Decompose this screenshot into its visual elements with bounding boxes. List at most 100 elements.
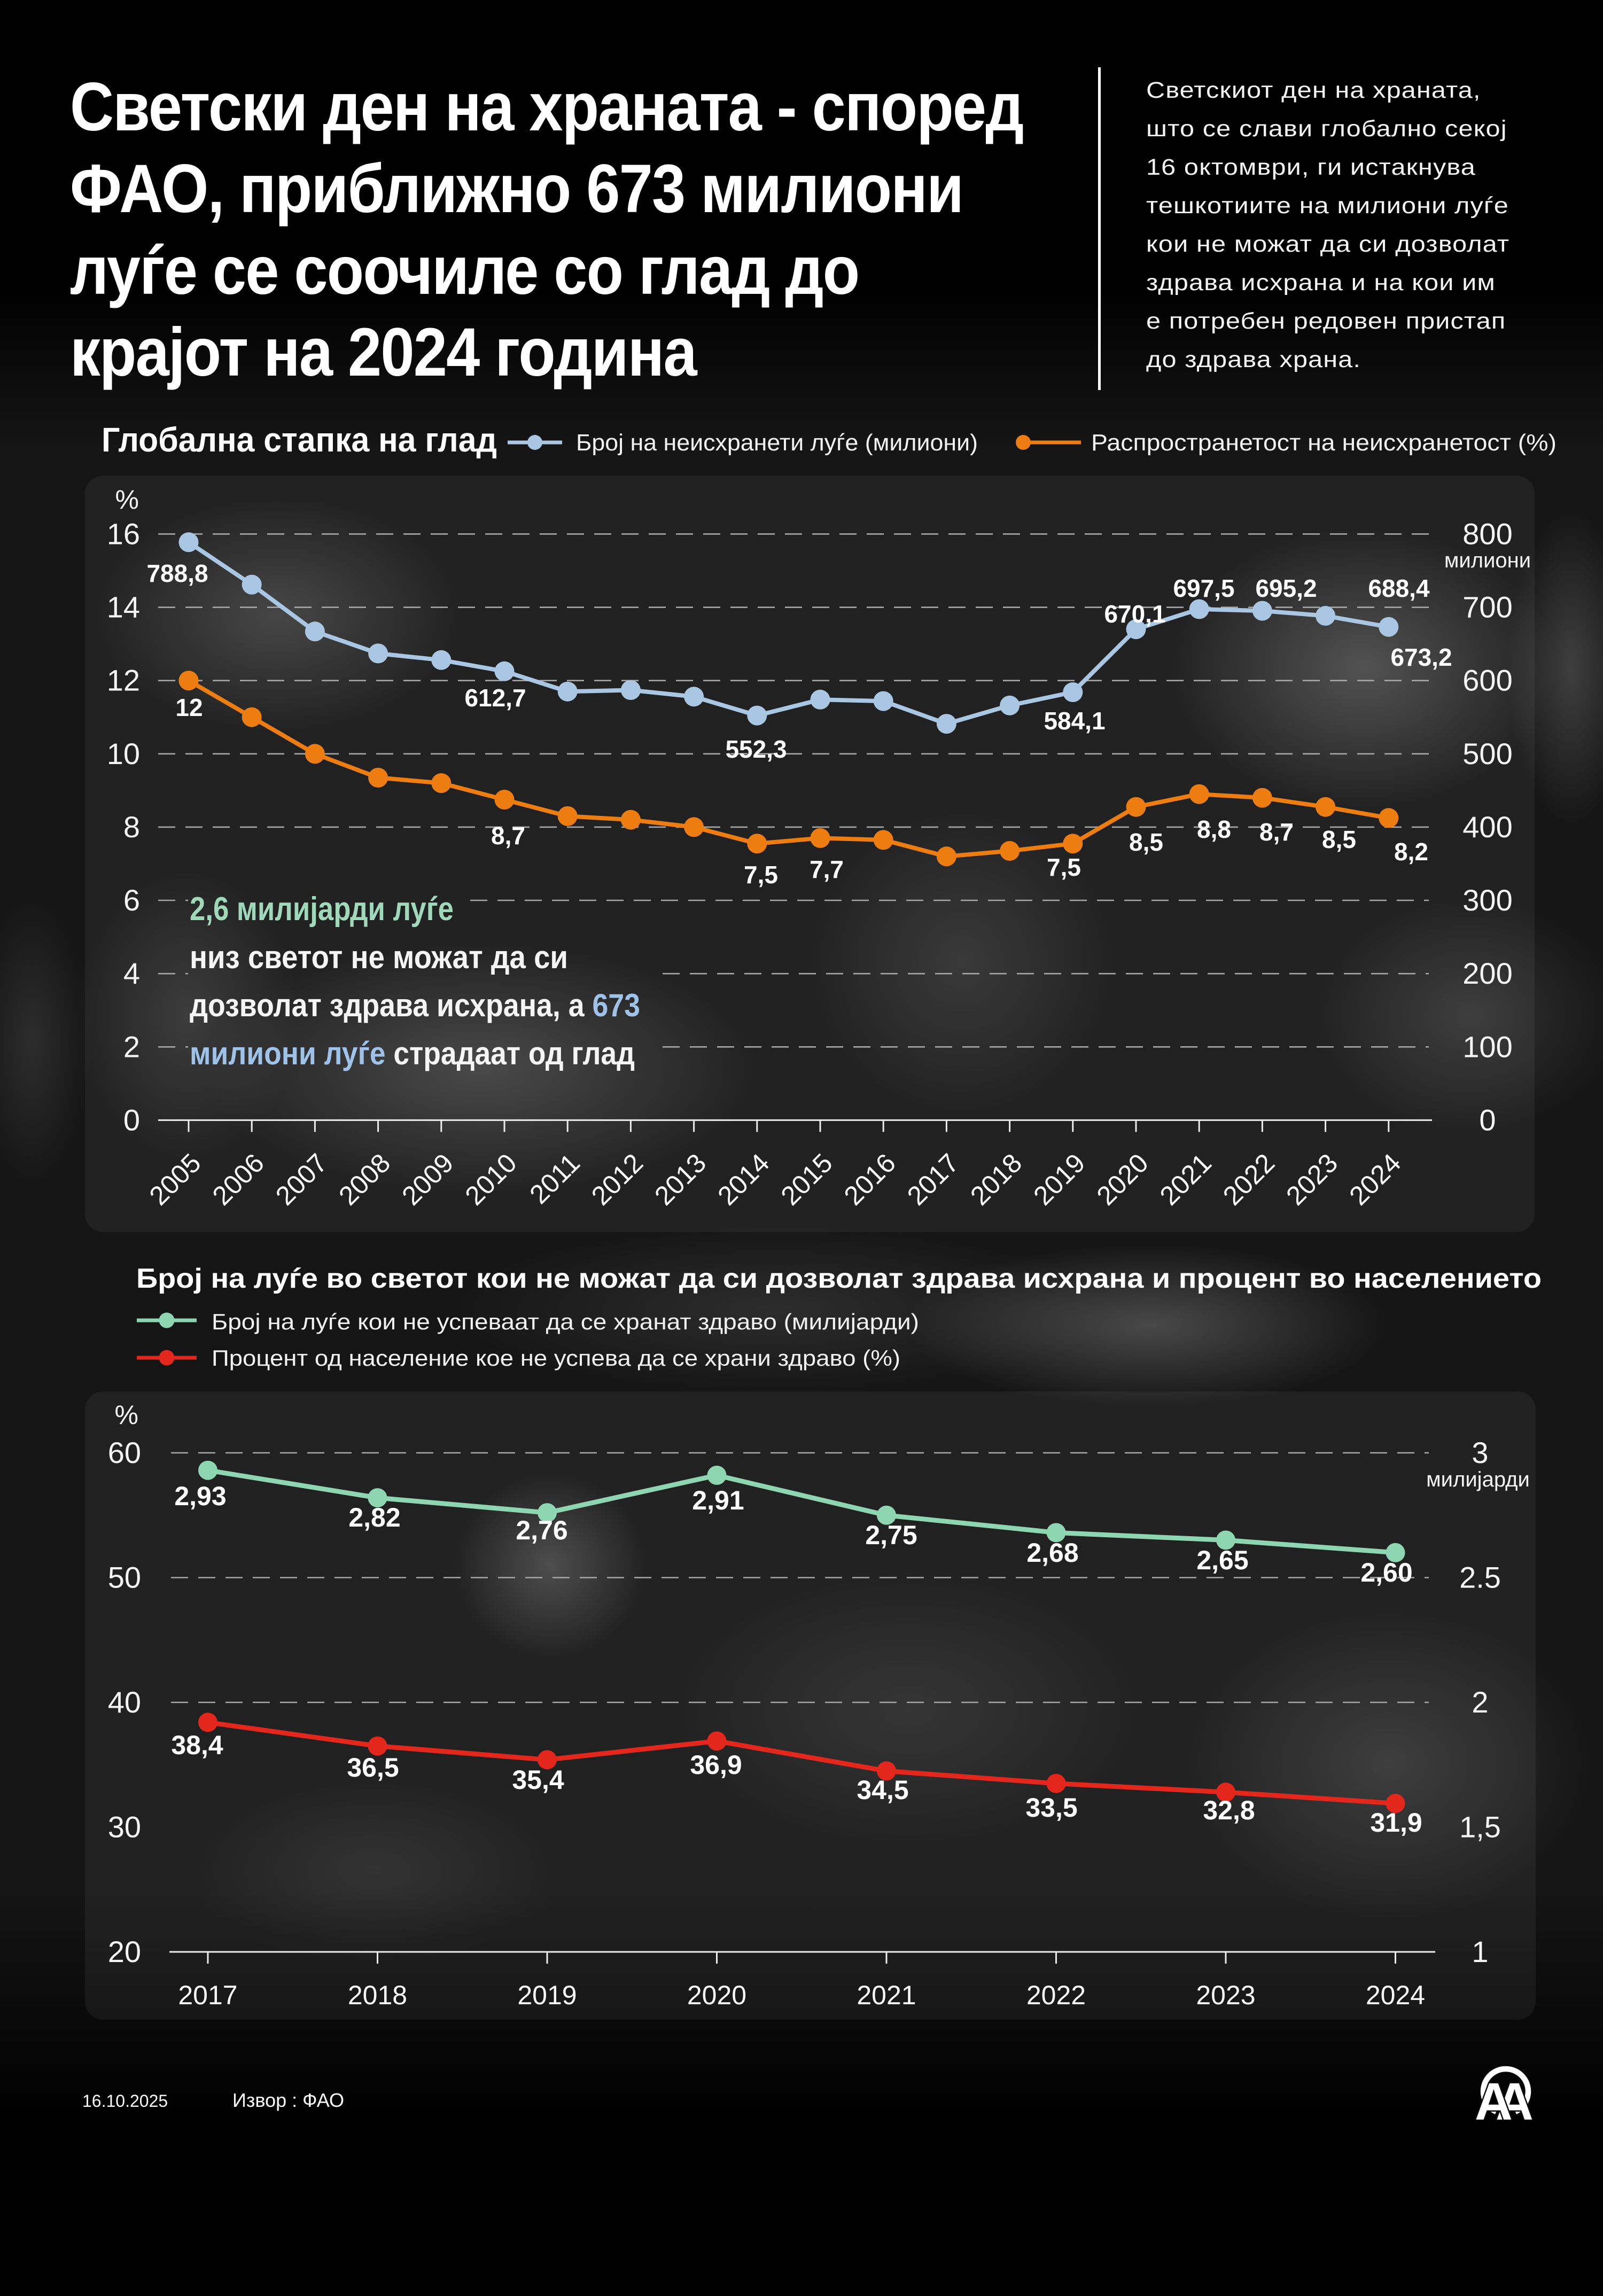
- svg-text:2020: 2020: [687, 1980, 746, 2010]
- svg-text:688,4: 688,4: [1368, 574, 1430, 602]
- svg-text:дозволат здрава исхрана, а 673: дозволат здрава исхрана, а 673: [190, 987, 640, 1023]
- svg-text:2,65: 2,65: [1196, 1545, 1248, 1575]
- svg-text:2: 2: [123, 1030, 140, 1063]
- svg-text:2019: 2019: [517, 1980, 577, 2010]
- svg-text:2017: 2017: [901, 1148, 964, 1211]
- svg-text:12: 12: [107, 664, 140, 697]
- svg-text:6: 6: [123, 883, 140, 917]
- svg-text:3: 3: [1472, 1436, 1488, 1469]
- svg-text:2015: 2015: [775, 1148, 838, 1211]
- svg-text:300: 300: [1462, 883, 1512, 917]
- svg-text:7,7: 7,7: [810, 855, 844, 883]
- svg-text:низ светот не можат да си: низ светот не можат да си: [190, 939, 568, 975]
- svg-text:8,7: 8,7: [491, 822, 525, 850]
- svg-text:A: A: [1475, 2072, 1513, 2131]
- svg-text:8,8: 8,8: [1197, 815, 1231, 843]
- svg-text:2020: 2020: [1091, 1148, 1154, 1211]
- svg-text:34,5: 34,5: [857, 1775, 908, 1805]
- svg-text:2,6 милијарди луѓе: 2,6 милијарди луѓе: [190, 891, 454, 928]
- svg-text:2021: 2021: [857, 1980, 916, 2010]
- svg-text:2007: 2007: [270, 1148, 333, 1211]
- svg-text:2,91: 2,91: [692, 1485, 744, 1515]
- svg-text:2016: 2016: [838, 1148, 901, 1211]
- svg-text:0: 0: [1479, 1103, 1496, 1137]
- svg-text:2014: 2014: [712, 1148, 775, 1211]
- svg-text:2.5: 2.5: [1459, 1561, 1501, 1594]
- svg-text:Глобална стапка на глад: Глобална стапка на глад: [102, 421, 497, 459]
- svg-text:697,5: 697,5: [1173, 574, 1234, 602]
- svg-text:Број на луѓе во светот кои не: Број на луѓе во светот кои не можат да с…: [136, 1263, 1542, 1294]
- svg-text:38,4: 38,4: [171, 1730, 223, 1760]
- svg-text:36,5: 36,5: [347, 1753, 399, 1783]
- svg-text:33,5: 33,5: [1025, 1793, 1077, 1823]
- svg-text:Број на неисхранети луѓе (мили: Број на неисхранети луѓе (милиони): [576, 430, 978, 456]
- svg-text:2018: 2018: [964, 1148, 1028, 1211]
- svg-text:8,5: 8,5: [1129, 828, 1163, 856]
- svg-text:1: 1: [1472, 1935, 1488, 1968]
- svg-text:2023: 2023: [1280, 1148, 1343, 1211]
- svg-text:800: 800: [1462, 517, 1512, 550]
- svg-text:2018: 2018: [348, 1980, 407, 2010]
- svg-text:2,68: 2,68: [1026, 1538, 1078, 1568]
- svg-text:600: 600: [1462, 664, 1512, 697]
- svg-text:7,5: 7,5: [1047, 853, 1081, 881]
- svg-text:8,7: 8,7: [1259, 818, 1294, 846]
- svg-text:A: A: [1496, 2072, 1534, 2131]
- svg-text:2010: 2010: [460, 1148, 523, 1211]
- svg-text:12: 12: [175, 694, 203, 721]
- svg-text:2013: 2013: [649, 1148, 712, 1211]
- svg-text:%: %: [115, 1400, 138, 1430]
- svg-text:695,2: 695,2: [1255, 574, 1317, 602]
- svg-text:14: 14: [107, 590, 140, 624]
- svg-text:40: 40: [108, 1685, 141, 1719]
- svg-text:31,9: 31,9: [1370, 1808, 1422, 1838]
- svg-text:Број на луѓе кои не успеваат д: Број на луѓе кои не успеваат да се храна…: [212, 1309, 919, 1334]
- svg-text:7,5: 7,5: [744, 861, 778, 889]
- svg-text:20: 20: [108, 1935, 141, 1968]
- svg-text:10: 10: [107, 737, 140, 770]
- svg-text:2024: 2024: [1343, 1148, 1406, 1211]
- svg-text:35,4: 35,4: [512, 1765, 564, 1795]
- svg-text:200: 200: [1462, 956, 1512, 990]
- svg-text:500: 500: [1462, 737, 1512, 770]
- svg-text:673,2: 673,2: [1390, 643, 1452, 671]
- svg-text:милијарди: милијарди: [1426, 1468, 1530, 1491]
- svg-text:2023: 2023: [1196, 1980, 1255, 2010]
- svg-text:2,93: 2,93: [174, 1481, 226, 1511]
- svg-text:670,1: 670,1: [1104, 600, 1165, 628]
- svg-text:2011: 2011: [524, 1148, 586, 1210]
- svg-text:700: 700: [1462, 590, 1512, 624]
- svg-text:4: 4: [123, 956, 140, 990]
- svg-text:2012: 2012: [586, 1148, 649, 1211]
- svg-text:2022: 2022: [1026, 1980, 1086, 2010]
- svg-text:2006: 2006: [207, 1148, 270, 1211]
- svg-text:100: 100: [1462, 1030, 1512, 1063]
- svg-text:2019: 2019: [1028, 1148, 1091, 1211]
- svg-text:36,9: 36,9: [690, 1750, 742, 1780]
- svg-text:2022: 2022: [1217, 1148, 1280, 1211]
- svg-text:Распространетост на неисхранет: Распространетост на неисхранетост (%): [1091, 430, 1557, 456]
- svg-text:552,3: 552,3: [725, 735, 787, 763]
- svg-text:788,8: 788,8: [146, 559, 208, 587]
- svg-text:50: 50: [108, 1561, 141, 1594]
- svg-text:8: 8: [123, 810, 140, 844]
- svg-text:1,5: 1,5: [1459, 1810, 1501, 1844]
- svg-text:2005: 2005: [144, 1148, 207, 1211]
- svg-text:милиони: милиони: [1444, 549, 1531, 572]
- svg-text:%: %: [115, 485, 139, 515]
- svg-text:584,1: 584,1: [1044, 707, 1105, 735]
- svg-text:30: 30: [108, 1810, 141, 1844]
- svg-text:16: 16: [107, 517, 140, 550]
- svg-text:2024: 2024: [1366, 1980, 1425, 2010]
- svg-text:8,2: 8,2: [1394, 838, 1428, 866]
- svg-text:0: 0: [123, 1103, 140, 1137]
- svg-text:милиони луѓе страдаат од глад: милиони луѓе страдаат од глад: [190, 1036, 635, 1071]
- svg-text:8,5: 8,5: [1322, 826, 1356, 853]
- svg-text:612,7: 612,7: [464, 684, 526, 712]
- svg-text:2017: 2017: [178, 1980, 237, 2010]
- svg-text:2021: 2021: [1154, 1148, 1217, 1211]
- svg-text:Процент од население кое не ус: Процент од население кое не успева да се…: [212, 1345, 900, 1371]
- svg-text:2,60: 2,60: [1360, 1558, 1412, 1587]
- svg-text:400: 400: [1462, 810, 1512, 844]
- svg-text:2: 2: [1472, 1685, 1488, 1719]
